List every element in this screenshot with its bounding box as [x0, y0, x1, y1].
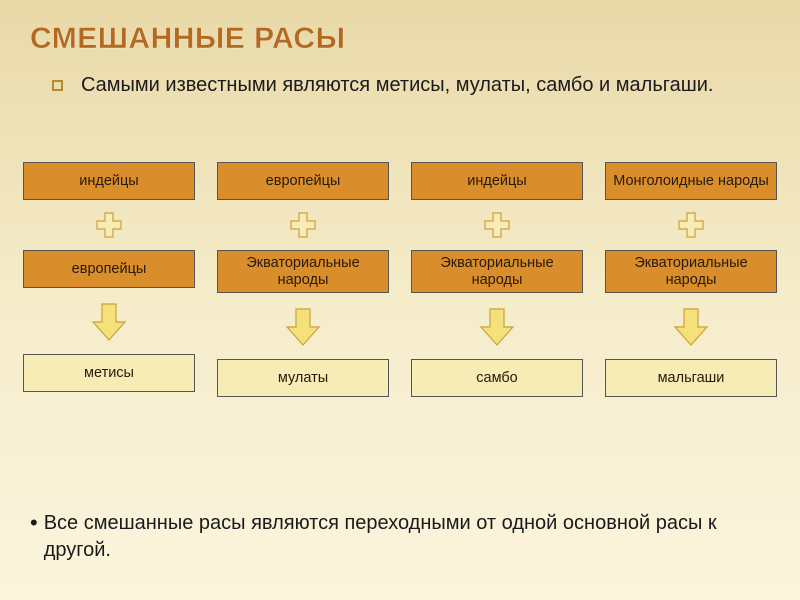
result-box: самбо [411, 359, 583, 397]
parent-b-box: Экваториальные народы [605, 250, 777, 293]
diagram-column: индейцы европейцы метисы [20, 162, 198, 397]
bullet-dot-icon: • [30, 510, 38, 564]
parent-a-box: индейцы [411, 162, 583, 200]
footer-text: Все смешанные расы являются переходными … [44, 510, 760, 564]
mix-diagram: индейцы европейцы метисы европейцы Экват… [20, 162, 780, 397]
arrow-down-icon [91, 302, 127, 342]
result-box: метисы [23, 354, 195, 392]
diagram-column: европейцы Экваториальные народы мулаты [214, 162, 392, 397]
diagram-column: индейцы Экваториальные народы самбо [408, 162, 586, 397]
arrow-down-icon [673, 307, 709, 347]
parent-b-box: Экваториальные народы [217, 250, 389, 293]
parent-a-box: Монголоидные народы [605, 162, 777, 200]
plus-icon [678, 212, 704, 238]
plus-icon [96, 212, 122, 238]
arrow-down-icon [285, 307, 321, 347]
plus-icon [484, 212, 510, 238]
parent-a-box: европейцы [217, 162, 389, 200]
intro-row: Самыми известными являются метисы, мулат… [0, 66, 800, 99]
page-title: Смешанные расы [0, 0, 800, 66]
intro-text: Самыми известными являются метисы, мулат… [81, 72, 714, 99]
arrow-down-icon [479, 307, 515, 347]
parent-a-box: индейцы [23, 162, 195, 200]
parent-b-box: Экваториальные народы [411, 250, 583, 293]
result-box: мулаты [217, 359, 389, 397]
plus-icon [290, 212, 316, 238]
result-box: мальгаши [605, 359, 777, 397]
footer-row: • Все смешанные расы являются переходным… [30, 510, 760, 564]
square-bullet-icon [52, 80, 63, 91]
diagram-column: Монголоидные народы Экваториальные народ… [602, 162, 780, 397]
parent-b-box: европейцы [23, 250, 195, 288]
